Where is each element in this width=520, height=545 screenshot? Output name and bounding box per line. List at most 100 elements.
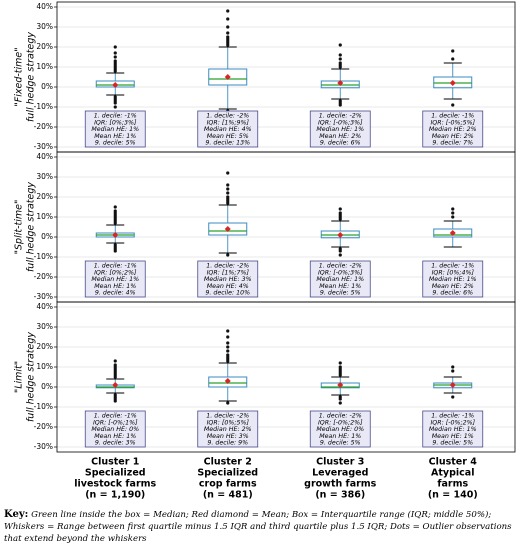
x-tick-label: growth farms [304,479,377,490]
annotation-text: Mean HE: 1% [432,433,474,440]
outlier [226,195,230,199]
annotation-text: 1. decile: -1% [431,263,474,270]
outlier [451,103,455,107]
annotation-box [84,410,146,448]
y-axis-label: "Fixed-time" [14,47,25,106]
outlier [338,103,342,107]
annotation-text: IQR: [1%;9%] [207,119,250,126]
outlier [451,369,455,373]
annotation-text: IQR: [-0%;2%] [430,419,475,426]
outlier [338,207,342,211]
outlier [338,53,342,57]
y-tick-label: -30% [34,442,53,451]
annotation-text: 9. decile: 5% [320,440,361,447]
annotation-text: 1. decile: -1% [431,113,474,120]
outlier [338,401,342,405]
annotation-box [197,110,259,148]
x-tick-label: (n = 140) [428,490,478,501]
annotation-box [197,260,259,298]
annotation-text: IQR: [0%;2%] [94,269,137,276]
annotation-text: 9. decile: 9% [207,440,248,447]
annotation-text: 1. decile: -2% [319,263,362,270]
y-tick-label: 30% [36,22,53,31]
annotation-box [422,110,484,148]
x-tick-label: Cluster 1 [91,457,139,468]
outlier [113,51,117,55]
y-axis-label: full hedge strategy [26,182,37,272]
annotation-text: Median HE: 2% [204,426,252,433]
panel-frame [56,301,516,453]
mean-marker [449,382,456,388]
annotation-text: Median HE: 0% [91,426,139,433]
outlier [338,397,342,401]
x-tick-label: crop farms [199,479,257,490]
annotation-text: 1. decile: -1% [94,113,137,120]
x-tick-label: Specialized [85,468,146,479]
annotation-text: Mean HE: 4% [207,283,249,290]
outlier [451,57,455,61]
annotation-text: IQR: [0%;3%] [94,119,137,126]
outlier [451,365,455,369]
key: Key: Green line inside the box = Median;… [4,509,516,545]
annotation-text: Mean HE: 1% [319,433,361,440]
outlier [338,253,342,257]
outlier [226,401,230,405]
annotation-text: 9. decile: 5% [320,290,361,297]
outlier [113,363,117,367]
y-tick-label: 0% [41,232,53,241]
outlier [226,345,230,349]
annotation-box [422,410,484,448]
annotation-text: Median HE: 1% [91,276,139,283]
x-tick-label: farms [437,479,468,490]
outlier [226,35,230,39]
annotation-text: 1. decile: -2% [206,413,249,420]
box [208,68,248,86]
annotation-text: Mean HE: 2% [432,133,474,140]
y-axis-label: full hedge strategy [26,332,37,422]
annotation-box [84,110,146,148]
outlier [226,187,230,191]
outlier [113,359,117,363]
outlier [338,43,342,47]
annotation-box [84,260,146,298]
annotation-text: IQR: [-0%;2%] [318,419,363,426]
y-tick-label: 40% [36,302,53,311]
y-tick-label: 0% [41,382,53,391]
outlier [226,17,230,21]
outlier [451,395,455,399]
x-tick-label: (n = 1,190) [85,490,145,501]
y-tick-label: -20% [34,422,53,431]
outlier [226,349,230,353]
annotation-text: Mean HE: 3% [207,433,249,440]
outlier [226,335,230,339]
annotation-text: 9. decile: 5% [432,440,473,447]
annotation-text: Mean HE: 1% [94,283,136,290]
annotation-text: 1. decile: -1% [94,263,137,270]
outlier [451,207,455,211]
x-tick-label: Leveraged [312,468,368,479]
annotation-text: IQR: [1%;7%] [207,269,250,276]
annotation-text: 9. decile: 5% [95,140,136,147]
outlier [113,249,117,253]
annotation-text: IQR: [0%;4%] [432,269,475,276]
annotation-text: 9. decile: 10% [205,290,250,297]
annotation-text: Mean HE: 2% [432,283,474,290]
outlier [338,361,342,365]
annotation-box [309,410,371,448]
chart: -30%-20%-10%0%10%20%30%40%"Fixed-time" fu… [14,1,516,501]
annotation-text: 9. decile: 4% [95,290,136,297]
y-axis-label: "Split-time" [14,200,25,255]
y-tick-label: 30% [36,322,53,331]
annotation-text: Median HE: 0% [316,426,364,433]
annotation-text: Median HE: 1% [316,276,364,283]
annotation-text: 9. decile: 6% [432,290,473,297]
outlier [338,211,342,215]
mean-marker [224,74,231,80]
x-tick-label: Cluster 3 [316,457,364,468]
mean-marker [224,226,231,232]
key-text: Green line inside the box = Median; Red … [4,510,512,544]
outlier [338,249,342,253]
annotation-text: 1. decile: -1% [431,413,474,420]
y-tick-label: 20% [36,42,53,51]
